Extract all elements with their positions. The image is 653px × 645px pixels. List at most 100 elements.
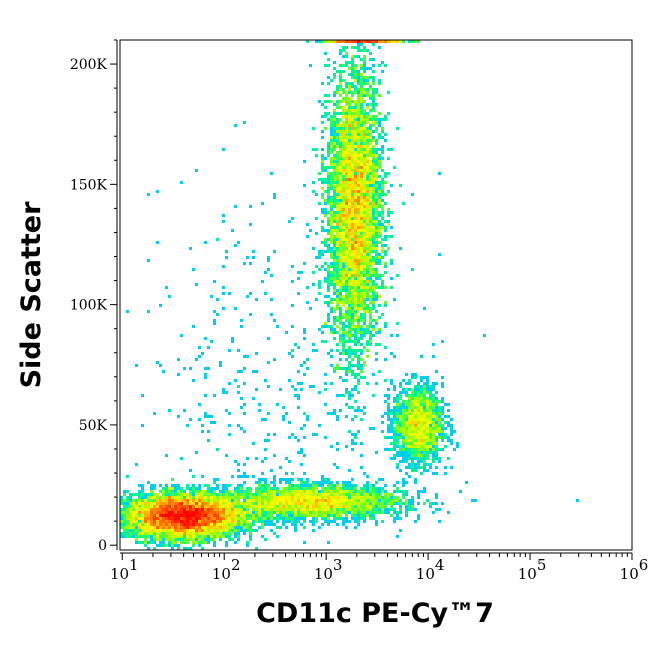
density-cell [357, 340, 360, 343]
density-cell [339, 145, 342, 148]
density-cell [264, 523, 267, 526]
density-cell [348, 85, 351, 88]
density-cell [375, 322, 378, 325]
density-cell [174, 496, 177, 499]
y-tick-label: 100K [70, 298, 108, 314]
density-cell [384, 325, 387, 328]
density-cell [423, 406, 426, 409]
density-cell [411, 505, 414, 508]
density-cell [285, 508, 288, 511]
density-cell [363, 310, 366, 313]
density-cell [348, 223, 351, 226]
density-cell [345, 241, 348, 244]
density-cell [411, 469, 414, 472]
density-cell [426, 382, 429, 385]
density-cell [207, 439, 210, 442]
density-cell [351, 109, 354, 112]
density-cell [420, 451, 423, 454]
density-cell [420, 391, 423, 394]
density-cell [354, 145, 357, 148]
density-cell [426, 499, 429, 502]
density-cell [261, 490, 264, 493]
density-cell [372, 43, 375, 46]
density-cell [318, 280, 321, 283]
density-cell [306, 301, 309, 304]
density-cell [360, 112, 363, 115]
density-cell [339, 76, 342, 79]
density-cell [348, 244, 351, 247]
density-cell [276, 496, 279, 499]
density-cell [369, 322, 372, 325]
density-cell [336, 283, 339, 286]
density-cell [381, 286, 384, 289]
density-cell [378, 46, 381, 49]
density-cell [324, 499, 327, 502]
density-cell [363, 46, 366, 49]
density-cell [213, 310, 216, 313]
density-cell [447, 436, 450, 439]
density-cell [333, 250, 336, 253]
density-cell [312, 433, 315, 436]
density-cell [336, 280, 339, 283]
density-cell [318, 505, 321, 508]
density-cell [357, 130, 360, 133]
density-cell [357, 430, 360, 433]
density-cell [141, 424, 144, 427]
density-cell [264, 481, 267, 484]
density-cell [144, 505, 147, 508]
density-cell [375, 175, 378, 178]
density-cell [258, 499, 261, 502]
density-cell [132, 529, 135, 532]
density-cell [249, 499, 252, 502]
density-cell [432, 400, 435, 403]
density-cell [351, 142, 354, 145]
density-cell [342, 349, 345, 352]
density-cell [189, 367, 192, 370]
density-cell [303, 184, 306, 187]
density-cell [261, 487, 264, 490]
density-cell [342, 295, 345, 298]
density-cell [267, 268, 270, 271]
density-cell [147, 511, 150, 514]
density-cell [168, 493, 171, 496]
density-cell [168, 526, 171, 529]
density-cell [240, 406, 243, 409]
density-cell [369, 277, 372, 280]
density-cell [456, 442, 459, 445]
density-cell [369, 235, 372, 238]
density-cell [345, 208, 348, 211]
density-cell [375, 205, 378, 208]
density-cell [426, 376, 429, 379]
density-cell [162, 511, 165, 514]
density-cell [366, 259, 369, 262]
density-cell [315, 505, 318, 508]
density-cell [126, 520, 129, 523]
density-cell [147, 505, 150, 508]
density-cell [324, 340, 327, 343]
density-cell [240, 508, 243, 511]
density-cell [348, 82, 351, 85]
density-cell [351, 493, 354, 496]
density-cell [348, 169, 351, 172]
density-cell [198, 355, 201, 358]
density-cell [333, 256, 336, 259]
density-cell [345, 277, 348, 280]
density-cell [234, 529, 237, 532]
density-cell [303, 160, 306, 163]
density-cell [363, 76, 366, 79]
density-cell [363, 283, 366, 286]
density-cell [207, 529, 210, 532]
density-cell [366, 268, 369, 271]
density-cell [357, 361, 360, 364]
density-cell [345, 415, 348, 418]
density-cell [363, 127, 366, 130]
density-cell [363, 313, 366, 316]
density-cell [423, 385, 426, 388]
density-cell [384, 304, 387, 307]
density-cell [189, 490, 192, 493]
density-cell [300, 448, 303, 451]
density-cell [210, 526, 213, 529]
density-cell [363, 172, 366, 175]
density-cell [192, 514, 195, 517]
density-cell [360, 208, 363, 211]
